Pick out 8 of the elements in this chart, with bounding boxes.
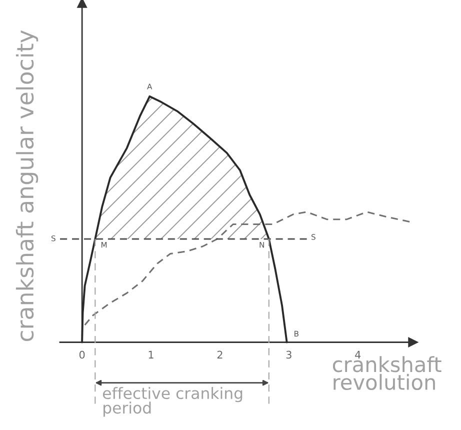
x-tick-label: 1 — [148, 350, 154, 358]
x-axis-title: crankshaft revolution — [332, 356, 442, 390]
x-tick-label: 3 — [286, 350, 292, 359]
y-axis-title: crankshaft angular velocity — [16, 30, 38, 342]
x-tick-label: 4 — [355, 350, 361, 358]
x-tick-label: 0 — [79, 350, 85, 359]
annotation: effective cranking period — [102, 386, 242, 417]
x-tick-label: 2 — [217, 350, 222, 358]
